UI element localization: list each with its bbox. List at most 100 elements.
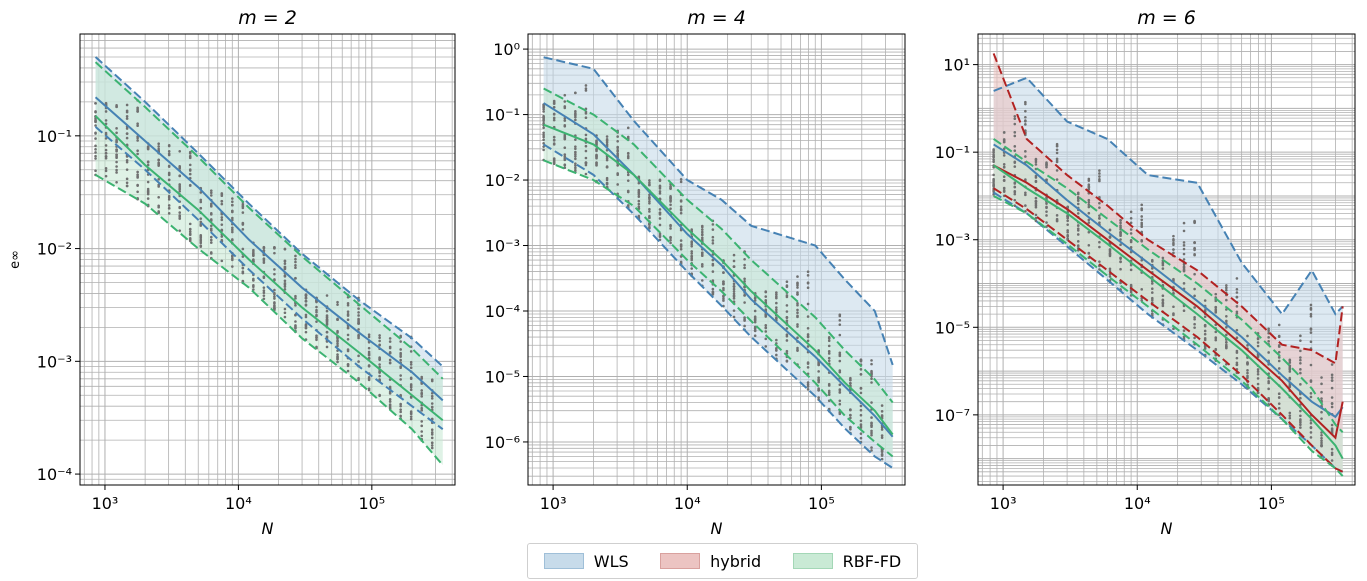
- sample-dot: [136, 152, 139, 156]
- sample-dot: [796, 349, 799, 352]
- sample-dot: [241, 202, 245, 206]
- sample-dot: [827, 393, 831, 397]
- sample-dot: [574, 138, 577, 141]
- sample-dot: [690, 250, 694, 253]
- sample-dot: [231, 255, 234, 258]
- sample-dot: [399, 334, 402, 338]
- sample-dot: [679, 200, 683, 203]
- sample-dot: [1277, 356, 1281, 359]
- sample-dot: [574, 91, 577, 95]
- sample-dot: [616, 164, 619, 167]
- legend-item-wls: WLS: [543, 552, 629, 571]
- sample-dot: [1182, 329, 1186, 332]
- sample-dot: [658, 217, 662, 220]
- sample-dot: [241, 266, 245, 270]
- sample-dot: [1256, 382, 1260, 386]
- sample-dot: [637, 199, 641, 203]
- sample-dot: [1299, 339, 1302, 342]
- sample-dot: [1182, 269, 1186, 273]
- sample-dot: [626, 173, 630, 177]
- sample-dot: [367, 333, 371, 336]
- sample-dot: [1267, 381, 1270, 385]
- sample-dot: [1299, 396, 1302, 400]
- sample-dot: [542, 138, 545, 142]
- sample-dot: [1267, 327, 1270, 331]
- sample-dot: [1098, 178, 1101, 181]
- sample-dot: [325, 335, 329, 339]
- sample-dot: [806, 302, 810, 306]
- sample-dot: [1182, 229, 1186, 233]
- sample-dot: [785, 327, 789, 330]
- sample-dot: [1161, 256, 1165, 260]
- sample-dot: [563, 155, 567, 158]
- sample-dot: [346, 310, 350, 314]
- sample-dot: [283, 275, 287, 278]
- sample-dot: [1087, 221, 1091, 224]
- sample-dot: [637, 195, 641, 198]
- sample-dot: [1066, 229, 1069, 232]
- sample-dot: [1087, 218, 1091, 222]
- sample-dot: [115, 138, 118, 142]
- sample-dot: [574, 113, 577, 117]
- sample-dot: [262, 275, 266, 278]
- sample-dot: [796, 286, 799, 289]
- sample-dot: [880, 453, 884, 456]
- sample-dot: [1087, 243, 1091, 247]
- sample-dot: [1309, 314, 1313, 318]
- sample-dot: [584, 172, 588, 176]
- sample-dot: [178, 187, 182, 191]
- sample-dot: [859, 423, 863, 426]
- sample-dot: [764, 314, 768, 317]
- sample-dot: [679, 260, 683, 264]
- sample-dot: [1013, 181, 1017, 184]
- sample-dot: [1320, 444, 1323, 447]
- x-tick-label: 10⁵: [1258, 494, 1285, 513]
- sample-dot: [1129, 228, 1133, 231]
- sample-dot: [273, 295, 276, 298]
- sample-dot: [626, 135, 630, 139]
- sample-dot: [104, 155, 108, 158]
- sample-dot: [430, 436, 434, 440]
- sample-dot: [1277, 359, 1281, 363]
- sample-dot: [220, 216, 224, 219]
- sample-dot: [273, 272, 276, 276]
- sample-dot: [220, 193, 224, 196]
- sample-dot: [1330, 423, 1334, 427]
- sample-dot: [1267, 329, 1270, 333]
- sample-dot: [700, 225, 704, 229]
- sample-dot: [711, 290, 715, 294]
- median-line-rbf-fd: [94, 115, 444, 422]
- sample-dot: [388, 403, 392, 406]
- sample-dot: [870, 416, 873, 419]
- sample-dot: [199, 236, 203, 239]
- sample-dot: [711, 270, 715, 273]
- sample-dot: [188, 169, 192, 172]
- sample-dot: [796, 308, 799, 312]
- sample-dot: [806, 388, 810, 391]
- sample-dot: [796, 283, 799, 287]
- sample-dot: [796, 275, 799, 278]
- sample-dot: [1309, 426, 1313, 430]
- sample-dot: [827, 359, 831, 363]
- sample-dot: [796, 314, 799, 318]
- sample-dot: [388, 398, 392, 401]
- sample-dot: [1087, 251, 1091, 255]
- sample-dot: [430, 441, 434, 445]
- sample-dot: [1299, 371, 1302, 375]
- sample-dot: [552, 99, 556, 103]
- sample-dot: [849, 425, 852, 429]
- sample-dot: [1076, 229, 1080, 232]
- sample-dot: [870, 369, 873, 373]
- sample-dot: [241, 204, 245, 208]
- sample-dot: [775, 306, 778, 309]
- sample-dot: [136, 139, 139, 142]
- sample-dot: [626, 156, 630, 160]
- sample-dot: [690, 252, 694, 255]
- sample-dot: [1277, 350, 1281, 354]
- sample-dot: [1299, 368, 1302, 371]
- sample-dot: [992, 182, 995, 186]
- sample-dot: [231, 238, 234, 242]
- sample-dot: [859, 413, 863, 417]
- sample-dot: [1013, 185, 1017, 189]
- sample-dot: [806, 381, 810, 384]
